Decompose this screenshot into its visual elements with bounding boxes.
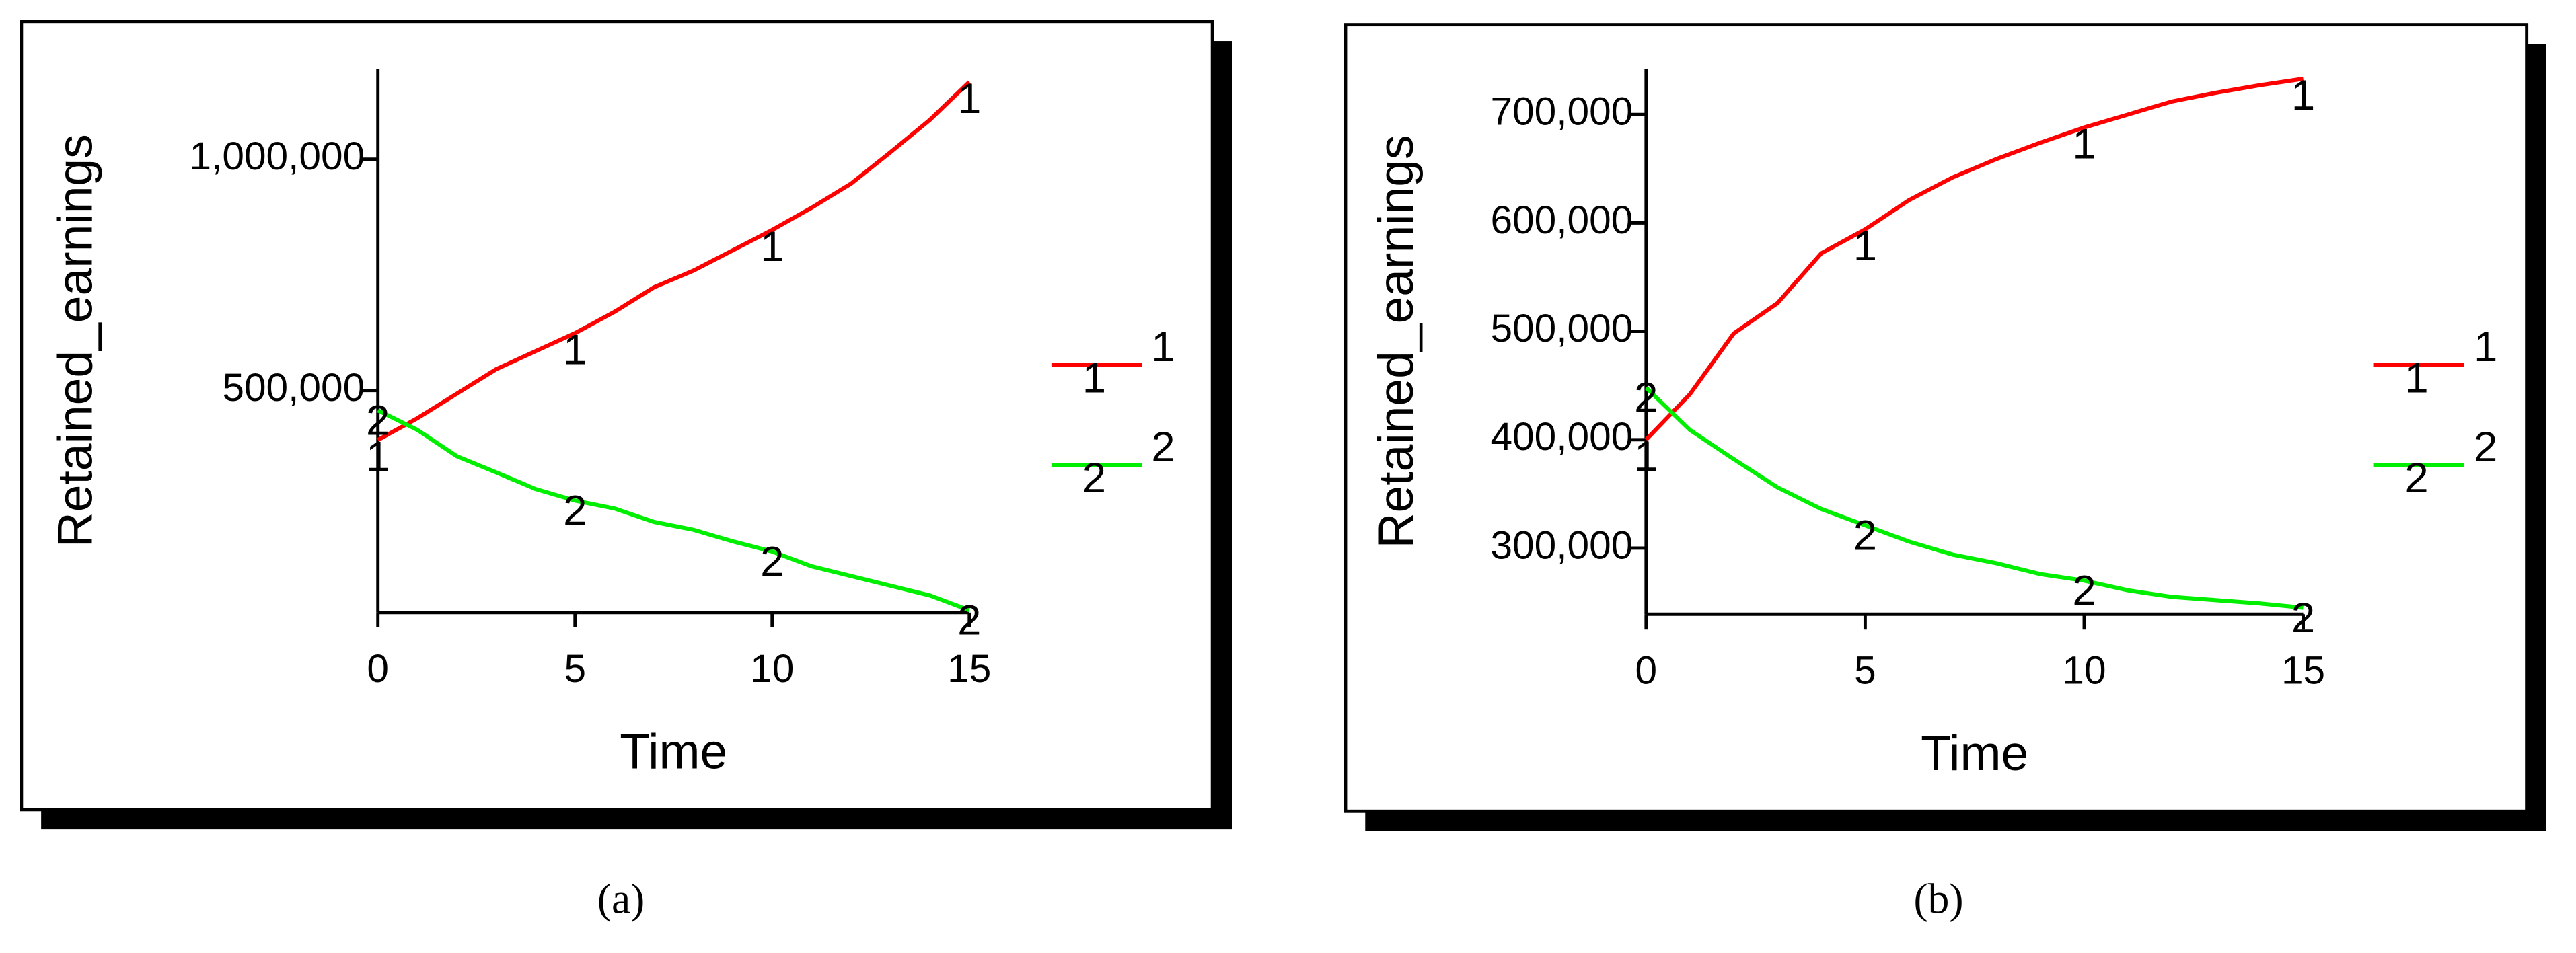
- x-tick-label: 15: [947, 647, 991, 691]
- series-marker: 1: [1853, 223, 1877, 270]
- x-tick-label: 15: [2281, 649, 2325, 693]
- series-marker: 2: [563, 488, 587, 535]
- y-tick-label: 700,000: [1490, 90, 1633, 134]
- frame: [20, 20, 1214, 812]
- legend-marker: 2: [2404, 455, 2428, 502]
- legend-marker: 1: [1082, 354, 1106, 402]
- x-tick-label: 10: [750, 647, 794, 691]
- y-tick-label: 1,000,000: [190, 135, 365, 178]
- series-marker: 2: [760, 538, 784, 585]
- legend-marker: 2: [1082, 455, 1106, 502]
- y-tick-label: 600,000: [1490, 198, 1633, 242]
- caption: (b): [1913, 875, 1963, 923]
- series-marker: 1: [563, 326, 587, 373]
- series-marker: 1: [2072, 121, 2096, 168]
- series-marker: 1: [366, 433, 390, 480]
- legend-label: 1: [2474, 323, 2497, 371]
- x-tick-label: 5: [1854, 649, 1876, 693]
- series-marker: 1: [760, 223, 784, 270]
- series-marker: 2: [957, 597, 981, 644]
- series-marker: 2: [1853, 512, 1877, 559]
- y-tick-label: 400,000: [1490, 415, 1633, 459]
- x-tick-label: 0: [367, 647, 389, 691]
- series-marker: 1: [1634, 433, 1658, 480]
- legend-label: 2: [1151, 424, 1175, 471]
- series-marker: 2: [1634, 375, 1658, 422]
- x-axis-title: Time: [620, 724, 727, 779]
- x-axis-title: Time: [1921, 726, 2028, 781]
- series-line: [1644, 77, 2304, 441]
- legend-marker: 1: [2404, 354, 2428, 402]
- y-axis-title: Retained_earnings: [1368, 135, 1424, 548]
- x-tick-label: 10: [2062, 649, 2106, 693]
- x-tick-label: 0: [1635, 649, 1658, 693]
- series-marker: 2: [2291, 595, 2315, 642]
- series-marker: 1: [2291, 72, 2315, 119]
- legend-label: 1: [1151, 323, 1175, 371]
- series-marker: 2: [366, 397, 390, 445]
- x-tick-label: 5: [564, 647, 586, 691]
- series-marker: 1: [957, 75, 981, 122]
- series-marker: 2: [2072, 568, 2096, 615]
- y-axis-title: Retained_earnings: [48, 134, 103, 547]
- series-line: [1644, 386, 2304, 610]
- caption: (a): [597, 875, 645, 923]
- frame: [1344, 23, 2529, 813]
- series-line: [377, 80, 971, 442]
- series-line: [377, 408, 970, 613]
- y-tick-label: 300,000: [1490, 523, 1633, 567]
- y-tick-label: 500,000: [1490, 307, 1633, 350]
- legend-label: 2: [2474, 424, 2497, 471]
- y-tick-label: 500,000: [222, 366, 365, 410]
